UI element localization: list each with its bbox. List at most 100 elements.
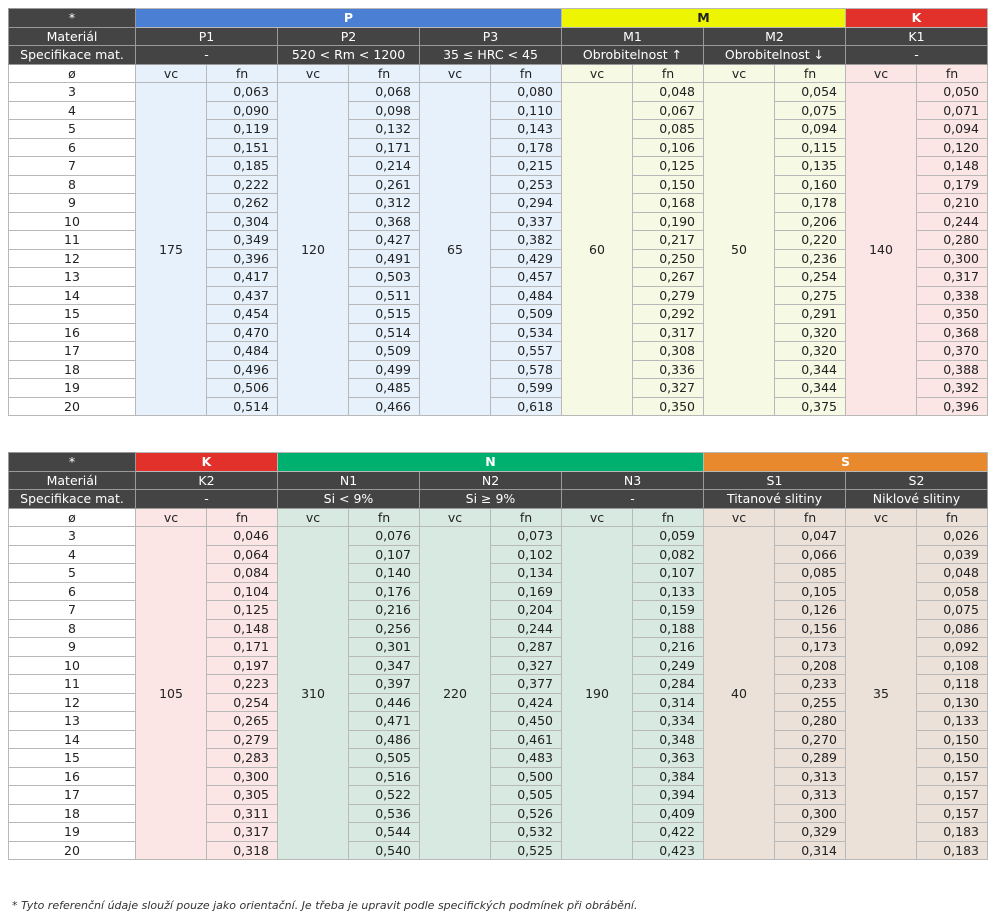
fn-header: fn	[916, 63, 988, 83]
fn-value: 0,382	[490, 230, 562, 250]
fn-value: 0,394	[632, 785, 704, 805]
fn-value: 0,599	[490, 378, 562, 398]
fn-value: 0,058	[916, 581, 988, 601]
material-K2: K2	[135, 470, 278, 490]
fn-value: 0,347	[348, 655, 420, 675]
footnote: * Tyto referenční údaje slouží pouze jak…	[12, 899, 638, 912]
diameter-cell: 19	[8, 822, 136, 842]
fn-value: 0,204	[490, 600, 562, 620]
fn-value: 0,216	[348, 600, 420, 620]
material-row: Materiál K2 N1 N2 N3 S1 S2	[8, 470, 988, 490]
corner-cell: *	[8, 452, 136, 472]
vc-header: vc	[277, 63, 349, 83]
diameter-cell: 8	[8, 618, 136, 638]
table-row: 15 0,283 0,505 0,483 0,363 0,289 0,150	[8, 748, 988, 768]
table-row: 11 0,349 0,427 0,382 0,217 0,220 0,280	[8, 230, 988, 250]
diameter-cell: 10	[8, 211, 136, 231]
diameter-header: ø	[8, 63, 136, 83]
vc-value: 190	[561, 526, 633, 860]
fn-value: 0,466	[348, 396, 420, 416]
spec-label: Specifikace mat.	[8, 45, 136, 65]
table-row: 14 0,279 0,486 0,461 0,348 0,270 0,150	[8, 729, 988, 749]
fn-value: 0,503	[348, 267, 420, 287]
diameter-cell: 9	[8, 637, 136, 657]
diameter-cell: 3	[8, 526, 136, 546]
fn-value: 0,327	[490, 655, 562, 675]
diameter-cell: 13	[8, 711, 136, 731]
group-K: K	[135, 452, 278, 472]
fn-value: 0,125	[632, 156, 704, 176]
fn-value: 0,105	[774, 581, 846, 601]
fn-value: 0,417	[206, 267, 278, 287]
fn-value: 0,505	[348, 748, 420, 768]
fn-header: fn	[206, 507, 278, 527]
fn-value: 0,261	[348, 174, 420, 194]
fn-value: 0,254	[206, 692, 278, 712]
fn-value: 0,185	[206, 156, 278, 176]
fn-value: 0,183	[916, 822, 988, 842]
diameter-cell: 5	[8, 119, 136, 139]
vc-header: vc	[703, 507, 775, 527]
fn-value: 0,026	[916, 526, 988, 546]
spec-P2: 520 < Rm < 1200	[277, 45, 420, 65]
diameter-cell: 17	[8, 341, 136, 361]
cutting-data-table-1: * P M K Materiál P1 P2 P3 M1 M2 K1 Specifikace mat.…	[8, 8, 988, 416]
fn-value: 0,409	[632, 803, 704, 823]
diameter-cell: 7	[8, 600, 136, 620]
fn-value: 0,250	[632, 248, 704, 268]
spec-P3: 35 ≤ HRC < 45	[419, 45, 562, 65]
fn-value: 0,485	[348, 378, 420, 398]
material-N2: N2	[419, 470, 562, 490]
diameter-cell: 14	[8, 285, 136, 305]
diameter-cell: 11	[8, 230, 136, 250]
fn-value: 0,429	[490, 248, 562, 268]
table-row: 20 0,514 0,466 0,618 0,350 0,375 0,396	[8, 396, 988, 416]
fn-value: 0,150	[916, 729, 988, 749]
fn-value: 0,514	[206, 396, 278, 416]
fn-value: 0,233	[774, 674, 846, 694]
fn-value: 0,320	[774, 341, 846, 361]
column-header-row: ø vc fn vc fn vc fn vc fn vc fn vc fn	[8, 507, 988, 527]
fn-value: 0,534	[490, 322, 562, 342]
table-row: 18 0,311 0,536 0,526 0,409 0,300 0,157	[8, 803, 988, 823]
fn-value: 0,515	[348, 304, 420, 324]
table-row: 5 0,119 0,132 0,143 0,085 0,094 0,094	[8, 119, 988, 139]
fn-value: 0,368	[916, 322, 988, 342]
diameter-cell: 16	[8, 322, 136, 342]
fn-value: 0,134	[490, 563, 562, 583]
fn-value: 0,506	[206, 378, 278, 398]
column-header-row: ø vc fn vc fn vc fn vc fn vc fn vc fn	[8, 63, 988, 83]
fn-value: 0,208	[774, 655, 846, 675]
fn-value: 0,511	[348, 285, 420, 305]
fn-value: 0,486	[348, 729, 420, 749]
fn-value: 0,446	[348, 692, 420, 712]
vc-header: vc	[277, 507, 349, 527]
fn-value: 0,265	[206, 711, 278, 731]
diameter-header: ø	[8, 507, 136, 527]
fn-value: 0,098	[348, 100, 420, 120]
spec-S1: Titanové slitiny	[703, 489, 846, 509]
vc-value: 65	[419, 82, 491, 416]
fn-value: 0,210	[916, 193, 988, 213]
spec-N3: -	[561, 489, 704, 509]
fn-header: fn	[774, 507, 846, 527]
table-row: 19 0,317 0,544 0,532 0,422 0,329 0,183	[8, 822, 988, 842]
fn-value: 0,368	[348, 211, 420, 231]
fn-value: 0,148	[206, 618, 278, 638]
spec-N1: Si < 9%	[277, 489, 420, 509]
material-label: Materiál	[8, 26, 136, 46]
fn-value: 0,522	[348, 785, 420, 805]
fn-value: 0,496	[206, 359, 278, 379]
fn-value: 0,314	[774, 840, 846, 860]
diameter-cell: 7	[8, 156, 136, 176]
diameter-cell: 15	[8, 748, 136, 768]
fn-value: 0,223	[206, 674, 278, 694]
fn-value: 0,437	[206, 285, 278, 305]
fn-value: 0,344	[774, 359, 846, 379]
fn-value: 0,422	[632, 822, 704, 842]
fn-value: 0,320	[774, 322, 846, 342]
fn-value: 0,236	[774, 248, 846, 268]
vc-header: vc	[135, 507, 207, 527]
table-row: 19 0,506 0,485 0,599 0,327 0,344 0,392	[8, 378, 988, 398]
fn-value: 0,291	[774, 304, 846, 324]
